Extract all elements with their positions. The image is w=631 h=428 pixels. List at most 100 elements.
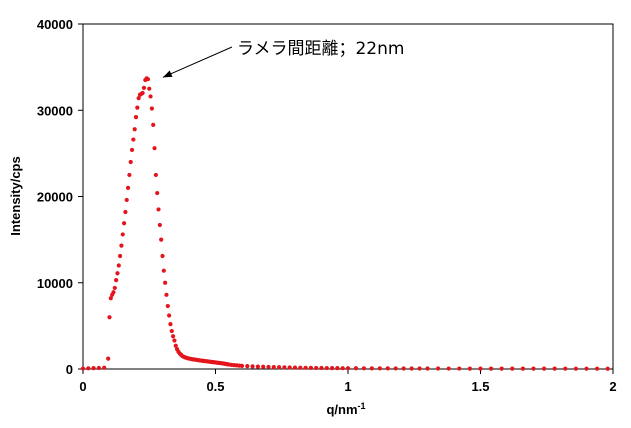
- annotation-arrowhead: [162, 70, 173, 78]
- data-point: [255, 364, 260, 369]
- data-point: [584, 366, 589, 371]
- data-point: [330, 365, 335, 371]
- y-axis-title: Intensity/cps: [8, 156, 23, 235]
- data-point: [173, 343, 178, 348]
- y-tick-label: 0: [66, 362, 73, 377]
- data-point: [335, 366, 340, 371]
- data-point: [155, 190, 160, 196]
- data-point: [417, 366, 422, 371]
- data-point: [131, 137, 136, 142]
- data-point: [277, 365, 282, 370]
- data-point: [552, 366, 557, 371]
- data-point: [136, 96, 141, 101]
- data-point: [124, 197, 129, 203]
- data-point: [129, 147, 135, 153]
- x-axis-title: q/nm-1: [326, 401, 365, 417]
- data-point: [292, 365, 298, 370]
- data-point: [169, 328, 174, 334]
- data-point: [499, 366, 504, 371]
- y-tick-label: 40000: [37, 17, 73, 32]
- x-tick-label: 2: [609, 379, 616, 394]
- data-point: [168, 322, 173, 327]
- data-point: [133, 115, 139, 120]
- y-tick-label: 30000: [37, 103, 73, 118]
- data-point: [118, 253, 123, 259]
- data-point: [167, 313, 172, 318]
- data-point: [457, 366, 462, 371]
- data-point: [605, 366, 610, 371]
- data-point: [147, 86, 152, 91]
- data-point: [436, 366, 441, 371]
- data-point: [141, 85, 147, 90]
- data-point: [120, 232, 125, 237]
- data-point: [140, 90, 145, 96]
- data-point: [127, 172, 132, 178]
- data-point: [573, 366, 579, 371]
- data-point: [298, 365, 303, 370]
- plot-frame: [82, 23, 614, 370]
- data-point: [172, 338, 177, 343]
- data-point: [135, 105, 140, 110]
- data-point: [303, 365, 308, 370]
- data-point: [159, 237, 164, 242]
- annotation-label: ラメラ間距離；22nm: [237, 39, 404, 59]
- data-point: [478, 366, 483, 371]
- data-point: [425, 366, 430, 371]
- data-point: [151, 122, 156, 128]
- data-point: [149, 106, 154, 111]
- data-point: [91, 366, 96, 371]
- data-point: [287, 365, 292, 370]
- data-point: [121, 221, 127, 226]
- data-point: [114, 278, 119, 283]
- data-point: [361, 366, 366, 371]
- data-point: [102, 365, 107, 370]
- data-point: [324, 365, 329, 371]
- x-tick-label: 0.5: [206, 379, 224, 394]
- data-point: [239, 363, 245, 368]
- data-point: [125, 185, 131, 190]
- data-point: [106, 356, 111, 361]
- data-point: [112, 285, 117, 291]
- data-point: [377, 366, 382, 371]
- data-point: [148, 94, 153, 99]
- data-point: [119, 243, 124, 248]
- data-point: [393, 366, 398, 371]
- data-point: [128, 159, 133, 165]
- data-point: [409, 366, 414, 371]
- data-point: [160, 253, 165, 259]
- annotation-arrow: [162, 46, 233, 78]
- x-axis-title-superscript: -1: [358, 401, 366, 411]
- data-point: [107, 315, 112, 320]
- data-point: [314, 365, 319, 371]
- data-point: [123, 209, 128, 215]
- data-point: [132, 127, 137, 132]
- y-tick-label: 10000: [37, 276, 73, 291]
- data-point: [111, 290, 116, 295]
- data-point: [542, 366, 547, 371]
- data-point: [595, 366, 600, 371]
- data-point: [261, 364, 266, 369]
- data-point: [145, 77, 151, 82]
- data-point: [340, 366, 345, 371]
- data-point: [282, 365, 287, 370]
- data-point: [308, 365, 313, 370]
- data-point: [115, 271, 120, 276]
- data-point: [401, 366, 406, 371]
- x-tick-label: 1.5: [471, 379, 489, 394]
- data-point: [86, 366, 91, 371]
- data-point: [319, 365, 324, 371]
- y-tick-label: 20000: [37, 190, 73, 205]
- data-point: [96, 365, 101, 371]
- data-point: [266, 364, 271, 370]
- data-point: [446, 366, 451, 371]
- data-point: [164, 292, 169, 297]
- data-point: [156, 207, 161, 212]
- data-point: [531, 366, 536, 371]
- data-point: [157, 222, 162, 228]
- data-point: [353, 366, 359, 371]
- data-point: [116, 263, 121, 268]
- data-point: [271, 365, 276, 370]
- data-point: [153, 172, 158, 178]
